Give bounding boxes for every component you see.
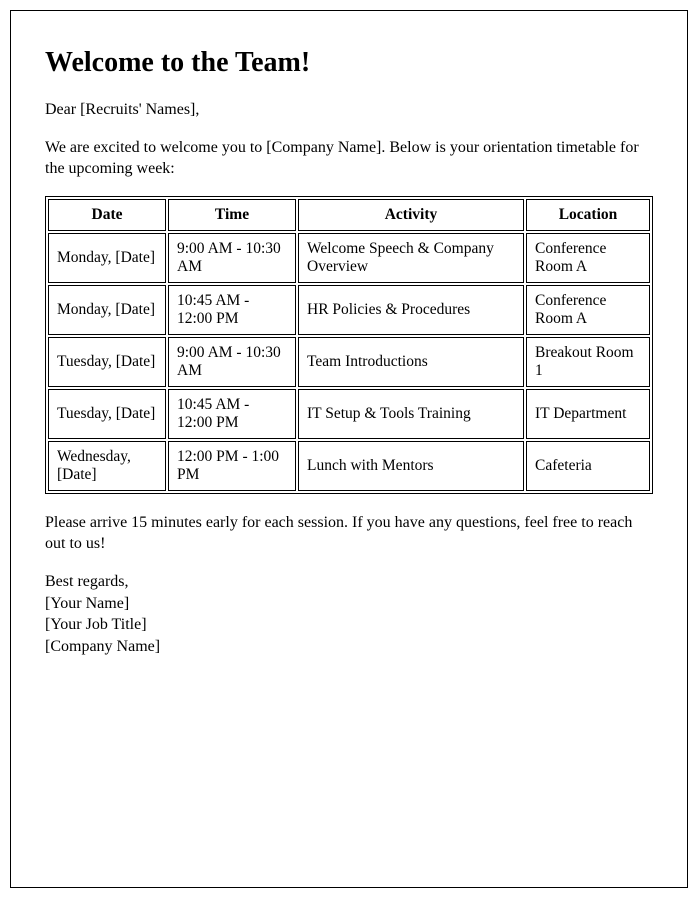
table-row: Tuesday, [Date] 10:45 AM - 12:00 PM IT S… (48, 389, 650, 439)
cell-time: 9:00 AM - 10:30 AM (168, 337, 296, 387)
cell-activity: Lunch with Mentors (298, 441, 524, 491)
cell-activity: Welcome Speech & Company Overview (298, 233, 524, 283)
page-title: Welcome to the Team! (45, 47, 653, 79)
document-page: Welcome to the Team! Dear [Recruits' Nam… (10, 10, 688, 888)
cell-time: 10:45 AM - 12:00 PM (168, 285, 296, 335)
cell-date: Wednesday, [Date] (48, 441, 166, 491)
salutation-line: Dear [Recruits' Names], (45, 99, 653, 121)
cell-location: Cafeteria (526, 441, 650, 491)
cell-date: Monday, [Date] (48, 233, 166, 283)
cell-time: 12:00 PM - 1:00 PM (168, 441, 296, 491)
table-header-row: Date Time Activity Location (48, 199, 650, 231)
signoff-block: Best regards, [Your Name] [Your Job Titl… (45, 571, 653, 657)
cell-location: Conference Room A (526, 233, 650, 283)
cell-location: IT Department (526, 389, 650, 439)
cell-date: Tuesday, [Date] (48, 389, 166, 439)
table-row: Monday, [Date] 9:00 AM - 10:30 AM Welcom… (48, 233, 650, 283)
signoff-company: [Company Name] (45, 636, 653, 658)
cell-activity: IT Setup & Tools Training (298, 389, 524, 439)
col-header-activity: Activity (298, 199, 524, 231)
signoff-regards: Best regards, (45, 571, 653, 593)
cell-location: Breakout Room 1 (526, 337, 650, 387)
cell-activity: Team Introductions (298, 337, 524, 387)
cell-date: Monday, [Date] (48, 285, 166, 335)
orientation-timetable: Date Time Activity Location Monday, [Dat… (45, 196, 653, 494)
col-header-location: Location (526, 199, 650, 231)
col-header-time: Time (168, 199, 296, 231)
cell-date: Tuesday, [Date] (48, 337, 166, 387)
cell-location: Conference Room A (526, 285, 650, 335)
closing-note: Please arrive 15 minutes early for each … (45, 512, 653, 555)
cell-activity: HR Policies & Procedures (298, 285, 524, 335)
cell-time: 10:45 AM - 12:00 PM (168, 389, 296, 439)
table-row: Tuesday, [Date] 9:00 AM - 10:30 AM Team … (48, 337, 650, 387)
intro-paragraph: We are excited to welcome you to [Compan… (45, 137, 653, 180)
signoff-title: [Your Job Title] (45, 614, 653, 636)
col-header-date: Date (48, 199, 166, 231)
table-row: Monday, [Date] 10:45 AM - 12:00 PM HR Po… (48, 285, 650, 335)
signoff-name: [Your Name] (45, 593, 653, 615)
table-row: Wednesday, [Date] 12:00 PM - 1:00 PM Lun… (48, 441, 650, 491)
cell-time: 9:00 AM - 10:30 AM (168, 233, 296, 283)
